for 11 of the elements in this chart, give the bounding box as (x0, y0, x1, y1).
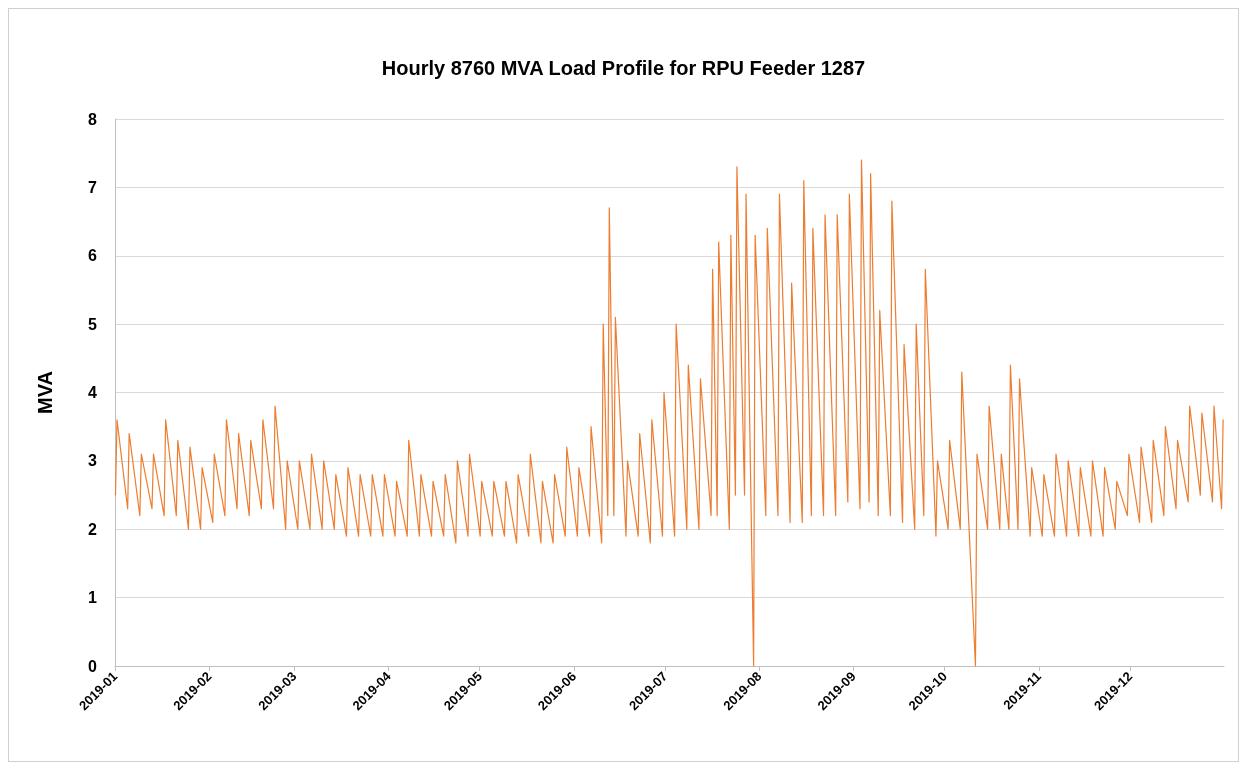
y-tick-label: 8 (88, 110, 98, 128)
y-tick-label: 1 (88, 589, 98, 607)
y-axis-title: MVA (34, 371, 56, 414)
y-tick-label: 4 (88, 384, 98, 401)
y-tick-label: 3 (88, 452, 98, 470)
y-tick-label: 7 (88, 178, 98, 196)
y-tick-label: 2 (88, 520, 98, 538)
y-tick-label: 5 (88, 315, 98, 333)
y-tick-label: 0 (88, 657, 98, 675)
chart-title: Hourly 8760 MVA Load Profile for RPU Feeder 1287 (381, 57, 866, 79)
y-tick-label: 6 (88, 247, 98, 265)
